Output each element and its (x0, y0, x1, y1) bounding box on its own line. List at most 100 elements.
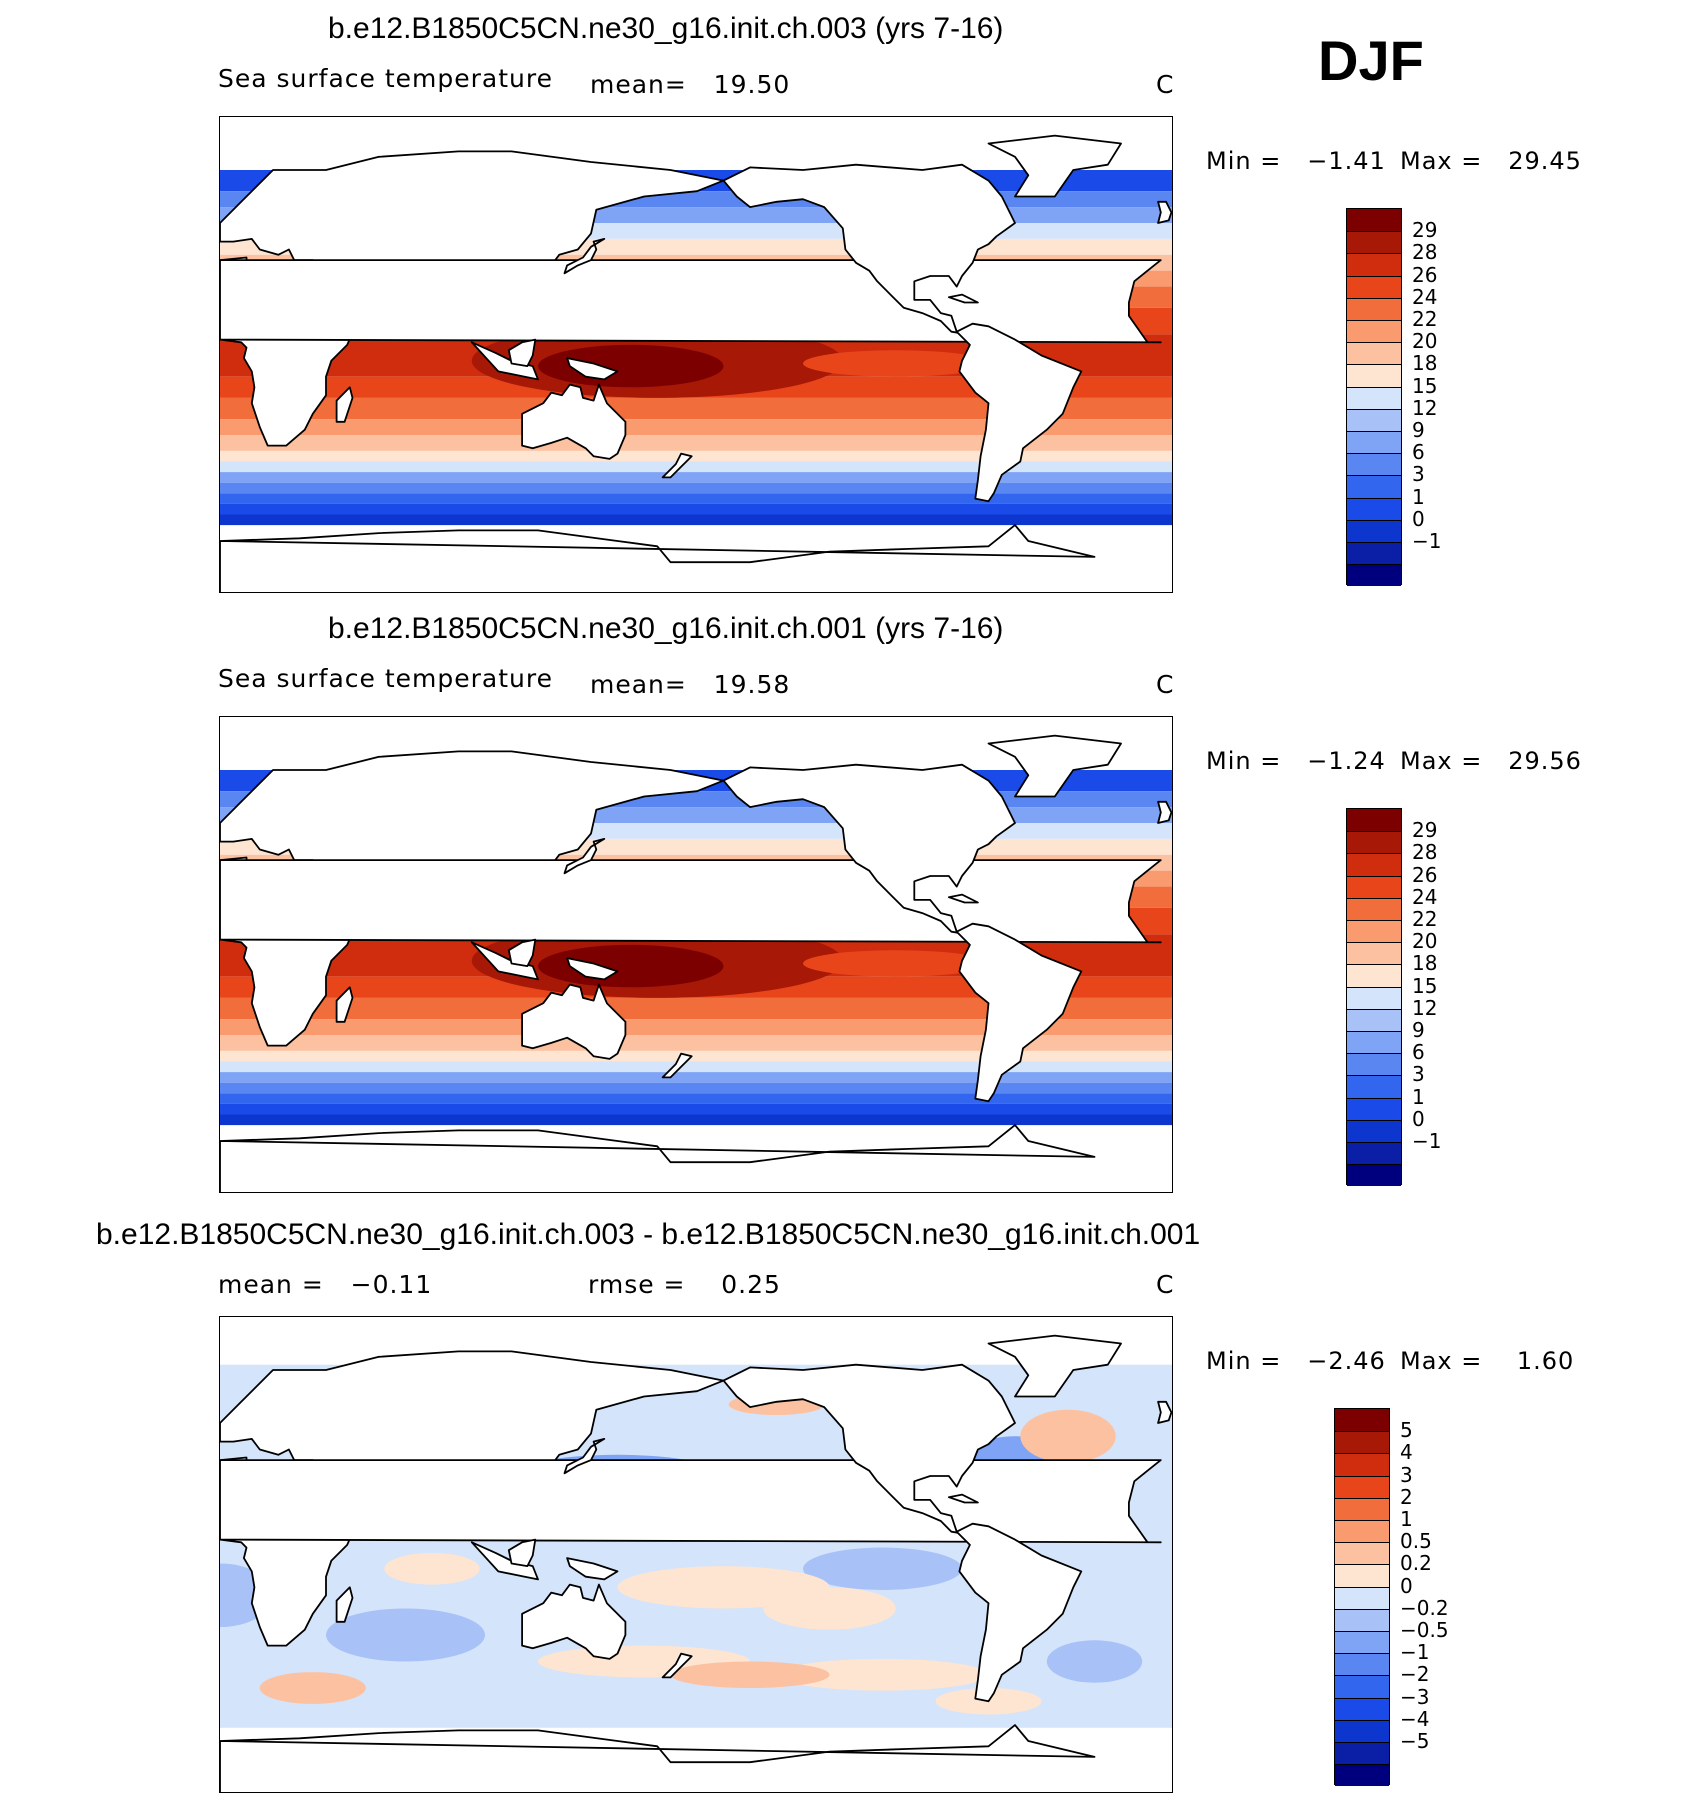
colorbar-swatch (1347, 1119, 1401, 1142)
land-madagascar (335, 386, 354, 423)
panel-3-map (219, 1316, 1173, 1793)
panel-3-rmse: rmse = 0.25 (588, 1270, 781, 1299)
colorbar-tick-label: 22 (1412, 907, 1438, 931)
colorbar-tick-label: −1 (1400, 1640, 1430, 1665)
sst-band (220, 1082, 1172, 1094)
colorbar-box (1346, 808, 1402, 1187)
colorbar-tick-label: 28 (1412, 240, 1438, 265)
colorbar-swatch (1347, 231, 1401, 254)
land-borneo (507, 338, 537, 367)
colorbar-tick-label: 12 (1412, 395, 1438, 420)
colorbar-swatch (1335, 1764, 1389, 1787)
sst-band (220, 482, 1172, 494)
colorbar-tick-label: 1 (1400, 1507, 1413, 1531)
colorbar-swatch (1347, 320, 1401, 343)
warm-pool (538, 344, 724, 388)
land-greenland (987, 134, 1122, 198)
land-uk (1157, 800, 1172, 824)
diff-patch (326, 1608, 485, 1662)
colorbar-tick-label: 4 (1400, 1440, 1413, 1465)
sst-band (220, 1114, 1172, 1126)
colorbar-tick-label: 3 (1400, 1462, 1413, 1487)
land-namerica (722, 1363, 1016, 1536)
colorbar-tick-label: 0 (1400, 1573, 1413, 1598)
cold-tongue (803, 350, 989, 377)
land-samerica (955, 922, 1083, 1103)
land-antarctica (220, 524, 1096, 592)
colorbar-swatch (1347, 1031, 1401, 1054)
colorbar-tick-label: 6 (1412, 440, 1425, 465)
panel-3-max: Max = 1.60 (1400, 1347, 1575, 1375)
sst-band (220, 514, 1172, 526)
sst-band (220, 1050, 1172, 1062)
colorbar-swatch (1347, 809, 1401, 832)
colorbar-tick-label: −0.2 (1400, 1595, 1449, 1620)
land-antarctica (220, 1724, 1096, 1792)
colorbar-swatch (1347, 1142, 1401, 1165)
colorbar-swatch (1347, 475, 1401, 498)
colorbar-tick-label: 20 (1412, 929, 1438, 954)
colorbar-tick-label: −4 (1400, 1706, 1430, 1731)
land-indonesia (470, 341, 539, 381)
panel-3-min: Min = −2.46 (1206, 1347, 1386, 1375)
land-indonesia (470, 941, 539, 981)
colorbar-swatch (1347, 209, 1401, 232)
colorbar-tick-label: 29 (1412, 218, 1438, 243)
land-australia (521, 383, 627, 460)
colorbar-swatch (1335, 1675, 1389, 1698)
colorbar-swatch (1335, 1697, 1389, 1720)
colorbar-swatch (1347, 408, 1401, 431)
land-japan (563, 1438, 606, 1475)
land-japan (563, 238, 606, 275)
season-label: DJF (1318, 29, 1424, 92)
colorbar-swatch (1347, 964, 1401, 987)
colorbar-tick-label: −5 (1400, 1729, 1430, 1753)
land-japan (563, 838, 606, 875)
colorbar-swatch (1347, 519, 1401, 542)
sst-band (220, 397, 1172, 420)
diff-patch (763, 1587, 896, 1630)
colorbar-swatch (1335, 1719, 1389, 1742)
cold-tongue (803, 950, 989, 977)
colorbar-swatch (1347, 386, 1401, 409)
colorbar-swatch (1347, 431, 1401, 454)
diff-patch (259, 1672, 366, 1704)
panel-1-min: Min = −1.41 (1206, 147, 1386, 175)
colorbar-tick-label: 22 (1412, 307, 1438, 331)
colorbar-tick-label: −1 (1412, 1129, 1442, 1153)
colorbar-swatch (1347, 297, 1401, 320)
panel-2-title: b.e12.B1850C5CN.ne30_g16.init.ch.001 (yr… (328, 612, 1004, 645)
diff-patch (384, 1552, 480, 1585)
colorbar-tick-label: 24 (1412, 884, 1438, 909)
colorbar-tick-label: 6 (1412, 1040, 1425, 1065)
colorbar-tick-label: 26 (1412, 262, 1438, 287)
land-ng (566, 1557, 619, 1581)
land-indonesia (470, 1541, 539, 1581)
panel-3-title: b.e12.B1850C5CN.ne30_g16.init.ch.003 - b… (96, 1218, 1201, 1251)
colorbar-swatch (1335, 1497, 1389, 1520)
land-greenland (987, 734, 1122, 798)
land-samerica (955, 1522, 1083, 1703)
colorbar-tick-label: −0.5 (1400, 1618, 1449, 1642)
land-borneo (507, 1538, 537, 1567)
panel-3-units: C (1156, 1270, 1175, 1299)
colorbar-swatch (1347, 1053, 1401, 1076)
land-antarctica (220, 1124, 1096, 1192)
land-borneo (507, 938, 537, 967)
sst-band (220, 1061, 1172, 1073)
sst-band (220, 1019, 1172, 1035)
land-newzealand (661, 1652, 693, 1679)
colorbar-tick-label: 2 (1400, 1484, 1413, 1509)
panel-2-max: Max = 29.56 (1400, 747, 1582, 775)
land-namerica (722, 763, 1016, 936)
diff-patch (803, 1547, 962, 1590)
land-australia (521, 983, 627, 1060)
colorbar-swatch (1347, 564, 1401, 587)
colorbar-tick-label: 9 (1412, 1018, 1425, 1042)
diff-patch (670, 1661, 830, 1688)
colorbar-tick-label: 0 (1412, 506, 1425, 531)
land-cuba (947, 1493, 979, 1504)
land-australia (521, 1583, 627, 1660)
sst-band (220, 1072, 1172, 1083)
colorbar-swatch (1347, 920, 1401, 943)
